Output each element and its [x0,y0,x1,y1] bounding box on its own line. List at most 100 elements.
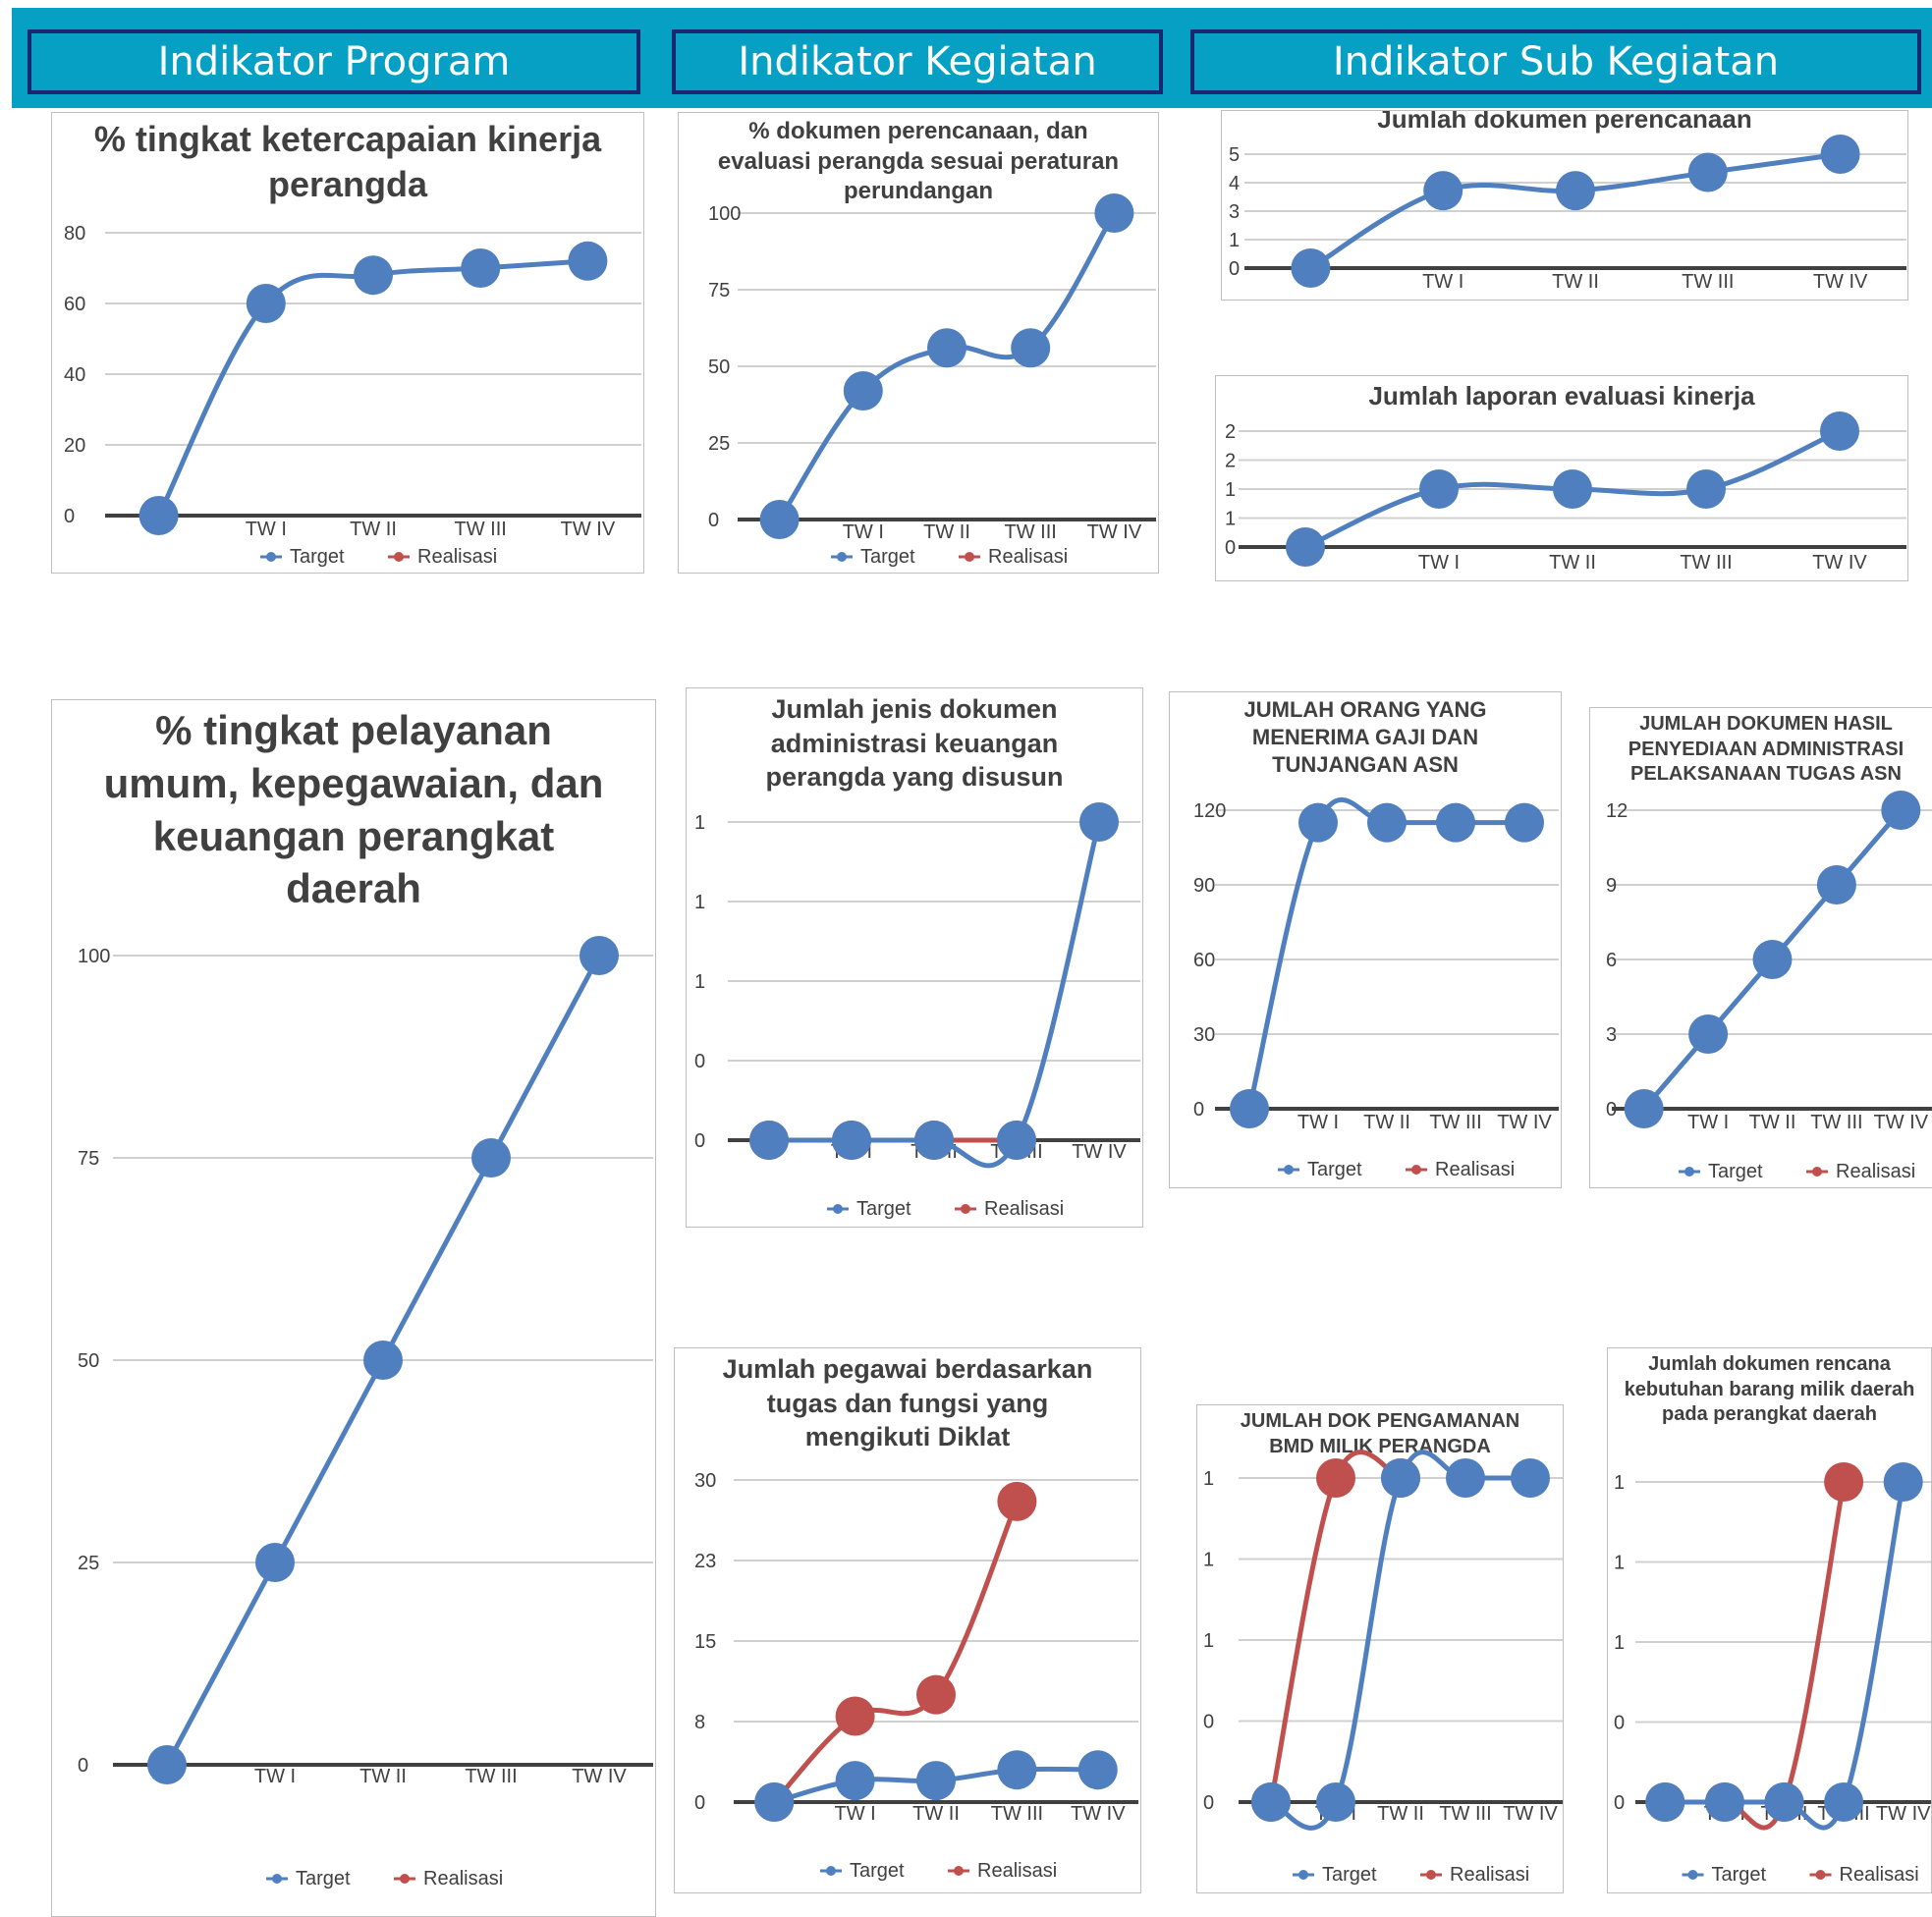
legend-label-target: Target [1712,1864,1767,1886]
legend-label-realisasi: Realisasi [1435,1159,1515,1180]
legend-marker-target [266,552,276,562]
x-tick-label: TW I [834,1803,875,1825]
x-tick-label: TW I [254,1766,296,1787]
legend-label-target: Target [860,546,915,568]
y-tick-label: 0 [694,1130,705,1152]
y-tick-label: 100 [708,203,741,225]
x-tick-label: TW II [912,1803,960,1825]
chart-title: % tingkat pelayanan umum, kepegawaian, d… [103,707,604,912]
chart-title: JUMLAH DOKUMEN HASIL PENYEDIAAN ADMINIST… [1628,713,1904,786]
x-tick-label: TW IV [572,1766,627,1787]
data-point-target [1511,1458,1550,1498]
series-line-target [769,821,1102,1169]
chart-svg: 2 2 1 1 0 TW I TW II TW III TW IV [1225,411,1906,574]
chart-c2: % dokumen perencanaan, dan evaluasi pera… [678,112,1159,574]
data-point-target [749,1121,789,1160]
y-tick-label: 60 [1193,950,1215,971]
data-point-target [843,370,883,411]
series-line-realisasi [1268,1450,1402,1803]
y-tick-label: 1 [694,892,705,913]
data-point-realisasi [1316,1458,1355,1498]
legend-label-target: Target [850,1860,905,1882]
chart-title: Jumlah dokumen perencanaan [1377,110,1752,134]
legend-marker-target [1284,1165,1294,1175]
legend-label-realisasi: Realisasi [1840,1864,1919,1886]
y-tick-label: 9 [1606,875,1617,897]
y-tick-label: 0 [1229,258,1240,280]
y-tick-label: 20 [64,435,85,457]
y-tick-label: 0 [1614,1713,1625,1734]
x-tick-label: TW IV [1813,271,1868,293]
data-point-target [1419,469,1459,509]
data-point-target [1704,1782,1744,1822]
x-tick-label: TW I [1418,552,1460,574]
chart-c5: % tingkat pelayanan umum, kepegawaian, d… [51,699,656,1917]
x-tick-label: TW IV [1876,1803,1931,1825]
x-tick-label: TW II [359,1766,407,1787]
x-tick-label: TW IV [1812,552,1867,574]
x-tick-label: TW II [350,519,397,540]
data-point-target [1011,328,1051,368]
y-tick-label: 0 [708,510,719,531]
header-indikator-program: Indikator Program [28,29,640,94]
y-tick-label: 30 [1193,1024,1215,1046]
data-point-target [754,1782,795,1822]
data-point-target [914,1121,954,1160]
y-tick-label: 75 [708,280,730,301]
legend-marker-realisasi [965,552,974,562]
y-tick-label: 15 [694,1631,716,1653]
y-tick-label: 25 [708,433,730,455]
series-line-target [1246,796,1524,1110]
y-tick-label: 0 [1203,1792,1214,1814]
chart-c1: % tingkat ketercapaian kinerja perangda 8… [51,112,644,574]
legend-label-realisasi: Realisasi [423,1868,503,1890]
chart-svg: 120 90 60 30 0 TW I TW II TW III TW IV Target Real… [1193,796,1559,1180]
data-point-target [1381,1458,1420,1498]
data-point-target [1094,193,1134,233]
x-tick-label: TW II [1549,552,1596,574]
y-tick-label: 1 [1614,1553,1625,1574]
data-point-target [1291,248,1331,288]
legend-marker-target [1684,1167,1694,1177]
x-tick-label: TW II [923,521,970,543]
chart-c6: Jumlah jenis dokumen administrasi keuang… [686,687,1143,1228]
chart-svg: 12 9 6 3 0 TW I TW II TW III TW IV Target Realisas… [1606,791,1932,1182]
legend-marker-target [837,552,847,562]
legend-marker-realisasi [954,1866,964,1876]
chart-svg: 80 60 40 20 0 TW I TW II TW III TW IV Target Reali… [64,223,641,568]
data-point-target [1752,940,1793,979]
y-tick-label: 75 [78,1148,99,1170]
data-point-target [1883,1462,1923,1502]
legend-marker-realisasi [961,1204,970,1214]
x-tick-label: TW I [1422,271,1463,293]
data-point-target [1286,527,1325,567]
data-point-target [832,1121,871,1160]
y-tick-label: 1 [1203,1468,1214,1490]
y-tick-label: 25 [78,1553,99,1574]
x-tick-label: TW IV [1503,1803,1558,1825]
data-point-target [471,1138,511,1178]
data-point-target [997,1750,1037,1790]
data-point-target [759,500,800,539]
chart-c4: Jumlah laporan evaluasi kinerja 2 2 1 1 0 TW I… [1215,375,1908,581]
x-tick-label: TW IV [1071,1803,1126,1825]
y-tick-label: 50 [708,356,730,378]
x-tick-label: TW I [843,521,884,543]
legend-label-realisasi: Realisasi [984,1198,1064,1220]
data-point-target [1077,1750,1118,1790]
chart-title: % tingkat ketercapaian kinerja perangda [93,119,602,205]
data-point-target [1816,865,1856,904]
data-point-target [1436,802,1475,843]
data-point-target [568,241,608,281]
legend-marker-target [1298,1870,1308,1880]
y-tick-label: 0 [694,1792,705,1814]
chart-c11: Jumlah dokumen rencana kebutuhan barang … [1607,1347,1932,1893]
legend-label-target: Target [1708,1161,1763,1182]
data-point-target [138,496,179,535]
data-point-target [246,284,286,323]
chart-c9: Jumlah pegawai berdasarkan tugas dan fun… [674,1347,1141,1893]
data-point-target [997,1121,1036,1160]
x-tick-label: TW IV [1087,521,1142,543]
